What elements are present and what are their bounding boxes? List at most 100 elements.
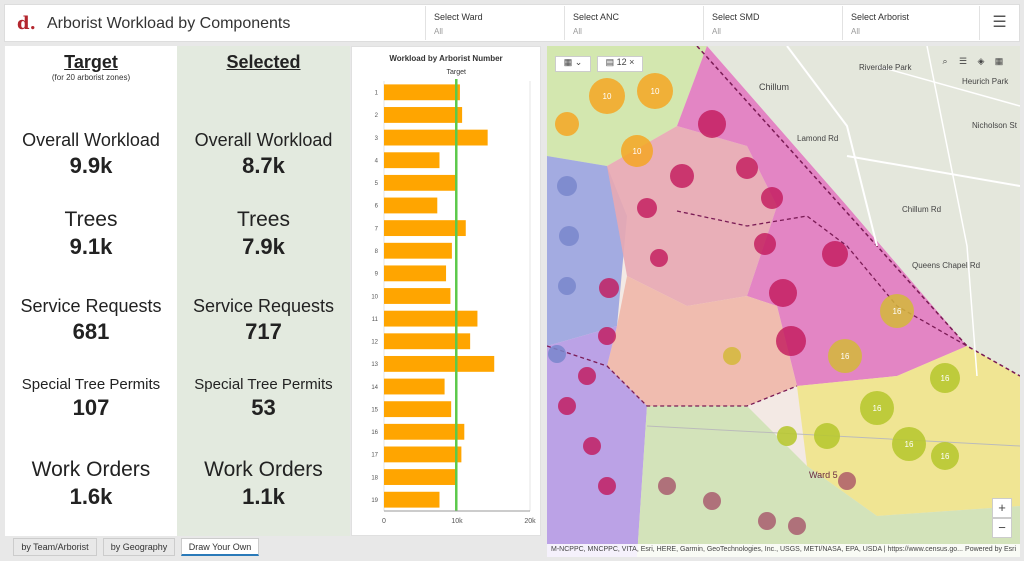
x-tick-label: 10k: [451, 518, 463, 525]
selected-service-requests: Service Requests 717: [177, 296, 350, 345]
target-panel: Target (for 20 arborist zones) Overall W…: [5, 46, 177, 536]
place-label: Chillum: [759, 82, 789, 92]
target-special-tree-permits: Special Tree Permits 107: [5, 376, 177, 421]
map-clusters[interactable]: [548, 73, 960, 535]
y-tick-label: 16: [371, 430, 378, 436]
y-tick-label: 9: [375, 272, 379, 278]
cluster-label: 16: [941, 452, 950, 461]
grid-icon: ▤: [605, 57, 615, 67]
hamburger-menu-icon[interactable]: ☰: [979, 6, 1019, 40]
y-tick-label: 4: [375, 158, 379, 164]
place-label: Riverdale Park: [859, 63, 912, 72]
metric-label: Trees: [64, 208, 118, 231]
selection-count-control[interactable]: ▤ 12 ×: [597, 56, 643, 72]
metric-label: Overall Workload: [194, 130, 333, 150]
layer-list-toggle[interactable]: ▦ ⌄: [555, 56, 591, 72]
smd-filter[interactable]: Select SMD All: [703, 6, 841, 40]
y-tick-label: 18: [371, 475, 378, 481]
ward-filter-value: All: [434, 27, 443, 36]
y-tick-label: 7: [375, 226, 379, 232]
y-tick-label: 6: [375, 204, 379, 210]
y-tick-label: 19: [371, 498, 378, 504]
map-view[interactable]: 10 10 10 16 16 16 16 16 16 Chillum Ward …: [547, 46, 1020, 557]
x-tick-label: 20k: [524, 518, 536, 525]
bar: [384, 220, 466, 237]
layers-icon[interactable]: ◈: [977, 56, 985, 66]
app-title: Arborist Workload by Components: [47, 15, 291, 32]
bar: [384, 446, 462, 463]
place-label: Queens Chapel Rd: [912, 261, 980, 270]
bar: [384, 310, 478, 327]
y-tick-label: 1: [375, 91, 379, 97]
anc-filter-value: All: [573, 27, 582, 36]
metric-value: 717: [245, 319, 282, 344]
ward-filter-label: Select Ward: [434, 12, 483, 22]
legend-icon[interactable]: ☰: [958, 56, 968, 66]
bar: [384, 423, 465, 440]
metric-value: 9.9k: [69, 153, 113, 178]
metric-label: Work Orders: [31, 458, 151, 481]
y-tick-label: 8: [375, 249, 379, 255]
cluster-label: 16: [841, 352, 850, 361]
place-label: Chillum Rd: [902, 205, 941, 214]
metric-value: 681: [72, 319, 110, 344]
metric-value: 7.9k: [242, 234, 285, 259]
place-label: Heurich Park: [962, 77, 1009, 86]
bar: [384, 401, 452, 418]
basemap-gallery-icon[interactable]: ▦: [994, 56, 1004, 66]
selected-panel: Selected Overall Workload 8.7k Trees 7.9…: [177, 46, 350, 536]
bar: [384, 265, 447, 282]
y-tick-label: 17: [371, 453, 378, 459]
smd-filter-label: Select SMD: [712, 12, 760, 22]
close-icon[interactable]: ×: [629, 57, 635, 67]
bar: [384, 129, 488, 146]
metric-value: 9.1k: [69, 234, 113, 259]
map-canvas[interactable]: 10 10 10 16 16 16 16 16 16 Chillum Ward …: [547, 46, 1020, 557]
workload-chart-panel: Workload by Arborist Number Target 0 10k 20k…: [351, 46, 541, 536]
attribution-text: M-NCPPC, MNCPPC, VITA, Esri, HERE, Garmi…: [551, 546, 963, 553]
cluster-label: 16: [941, 374, 950, 383]
y-tick-label: 12: [371, 340, 378, 346]
app-header: d. Arborist Workload by Components Selec…: [4, 4, 1020, 42]
target-heading: Target: [64, 52, 118, 72]
smd-filter-value: All: [712, 27, 721, 36]
bar: [384, 333, 471, 350]
zoom-out-button[interactable]: −: [992, 518, 1012, 538]
bar: [384, 174, 456, 191]
y-tick-label: 14: [371, 385, 378, 391]
zoom-in-button[interactable]: +: [992, 498, 1012, 518]
tab-draw-your-own[interactable]: Draw Your Own: [181, 538, 259, 556]
selected-heading: Selected: [226, 52, 301, 72]
anc-filter[interactable]: Select ANC All: [564, 6, 702, 40]
metric-value: 8.7k: [242, 153, 285, 178]
target-work-orders: Work Orders 1.6k: [5, 458, 177, 510]
powered-by-esri[interactable]: Powered by Esri: [965, 546, 1016, 553]
cluster-label: 16: [893, 307, 902, 316]
bar: [384, 84, 460, 101]
selected-trees: Trees 7.9k: [177, 208, 350, 260]
metric-label: Service Requests: [192, 296, 335, 316]
place-label: Lamond Rd: [797, 134, 838, 143]
bar: [384, 355, 495, 372]
search-icon[interactable]: ⌕: [942, 56, 948, 66]
map-attribution: M-NCPPC, MNCPPC, VITA, Esri, HERE, Garmi…: [547, 544, 1020, 557]
workload-bar-chart[interactable]: Workload by Arborist Number Target 0 10k 20k…: [352, 47, 540, 535]
metric-value: 107: [72, 395, 110, 420]
anc-filter-label: Select ANC: [573, 12, 620, 22]
metric-value: 53: [251, 395, 276, 420]
place-label: Nicholson St: [972, 121, 1018, 130]
target-service-requests: Service Requests 681: [5, 296, 177, 345]
tab-by-geography[interactable]: by Geography: [103, 538, 175, 556]
ward-filter[interactable]: Select Ward All: [425, 6, 563, 40]
selected-overall-workload: Overall Workload 8.7k: [177, 130, 350, 179]
tab-by-team-arborist[interactable]: by Team/Arborist: [13, 538, 97, 556]
x-tick-label: 0: [382, 518, 386, 525]
y-tick-label: 15: [371, 407, 378, 413]
y-tick-label: 3: [375, 136, 379, 142]
arborist-filter[interactable]: Select Arborist All: [842, 6, 980, 40]
app-logo: d.: [17, 13, 36, 34]
metric-label: Work Orders: [204, 458, 323, 481]
bar: [384, 491, 440, 508]
y-tick-label: 2: [375, 113, 379, 119]
bar: [384, 107, 463, 123]
